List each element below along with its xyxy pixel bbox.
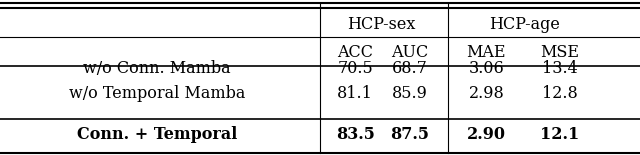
Text: Conn. + Temporal: Conn. + Temporal [77, 126, 237, 143]
Text: MAE: MAE [467, 44, 506, 61]
Text: 12.8: 12.8 [542, 84, 578, 102]
Text: 3.06: 3.06 [468, 60, 504, 77]
Text: 68.7: 68.7 [392, 60, 428, 77]
Text: HCP-sex: HCP-sex [347, 16, 415, 33]
Text: 13.4: 13.4 [542, 60, 578, 77]
Text: AUC: AUC [391, 44, 428, 61]
Text: 12.1: 12.1 [540, 126, 580, 143]
Text: w/o Temporal Mamba: w/o Temporal Mamba [68, 84, 245, 102]
Text: MSE: MSE [541, 44, 579, 61]
Text: w/o Conn. Mamba: w/o Conn. Mamba [83, 60, 230, 77]
Text: 70.5: 70.5 [337, 60, 373, 77]
Text: 87.5: 87.5 [390, 126, 429, 143]
Text: 81.1: 81.1 [337, 84, 373, 102]
Text: 2.90: 2.90 [467, 126, 506, 143]
Text: ACC: ACC [337, 44, 373, 61]
Text: 85.9: 85.9 [392, 84, 428, 102]
Text: HCP-age: HCP-age [490, 16, 560, 33]
Text: 2.98: 2.98 [468, 84, 504, 102]
Text: 83.5: 83.5 [336, 126, 374, 143]
